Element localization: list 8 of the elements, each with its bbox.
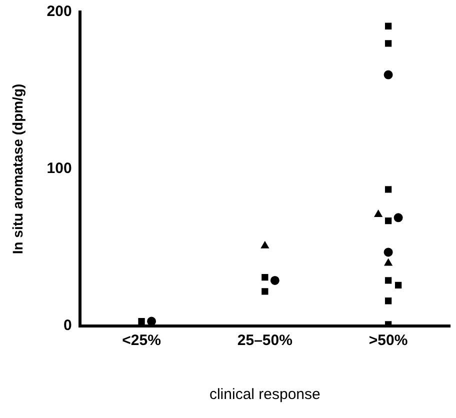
x-tick-label: <25% — [122, 332, 161, 350]
x-tick-label: >50% — [368, 332, 408, 350]
y-axis-title: In situ aromatase (dpm/g) — [9, 84, 26, 254]
x-tick-label: 25–50% — [237, 332, 292, 350]
y-tick-label: 100 — [46, 160, 72, 178]
y-tick-label: 0 — [63, 317, 72, 334]
y-tick-label: 200 — [46, 3, 72, 20]
x-axis-title: clinical response — [209, 386, 320, 404]
